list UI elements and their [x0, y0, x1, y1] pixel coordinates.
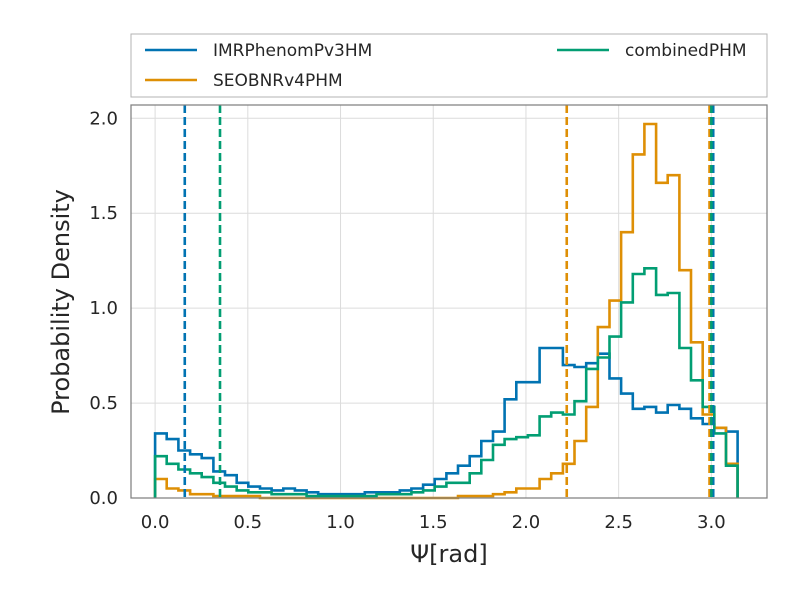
- series-group: [153, 122, 739, 500]
- legend-label: combinedPHM: [625, 41, 747, 61]
- legend-label: SEOBNRv4PHM: [213, 71, 343, 91]
- histogram-seobnrv4phm-series: [153, 122, 739, 500]
- x-tick-labels: 0.0 0.5 1.0 1.5 2.0 2.5 3.0: [141, 512, 726, 533]
- y-axis-label: Probability Density: [47, 189, 75, 415]
- x-tick-label: 2.5: [604, 512, 633, 533]
- y-tick-label: 0.0: [89, 488, 118, 509]
- y-tick-label: 1.0: [89, 298, 118, 319]
- grid-lines: [131, 105, 767, 499]
- plot-frame: [130, 104, 768, 499]
- x-tick-label: 0.5: [233, 512, 262, 533]
- credible-interval-lines: [183, 105, 715, 498]
- y-tick-label: 1.5: [89, 203, 118, 224]
- y-tick-labels: 0.0 0.5 1.0 1.5 2.0: [89, 108, 118, 509]
- x-axis-label: Ψ[rad]: [410, 540, 487, 568]
- legend: IMRPhenomPv3HM SEOBNRv4PHM combinedPHM: [130, 33, 768, 98]
- x-tick-label: 1.5: [419, 512, 448, 533]
- histogram-imrphenompv3hm-series: [153, 346, 739, 498]
- x-tick-label: 1.0: [326, 512, 355, 533]
- y-tick-label: 0.5: [89, 393, 118, 414]
- legend-label: IMRPhenomPv3HM: [213, 41, 372, 61]
- legend-frame: [130, 33, 768, 98]
- x-tick-label: 0.0: [141, 512, 170, 533]
- x-tick-label: 3.0: [697, 512, 726, 533]
- histogram-combinedphm-series: [153, 267, 739, 498]
- x-tick-label: 2.0: [512, 512, 541, 533]
- y-tick-label: 2.0: [89, 108, 118, 129]
